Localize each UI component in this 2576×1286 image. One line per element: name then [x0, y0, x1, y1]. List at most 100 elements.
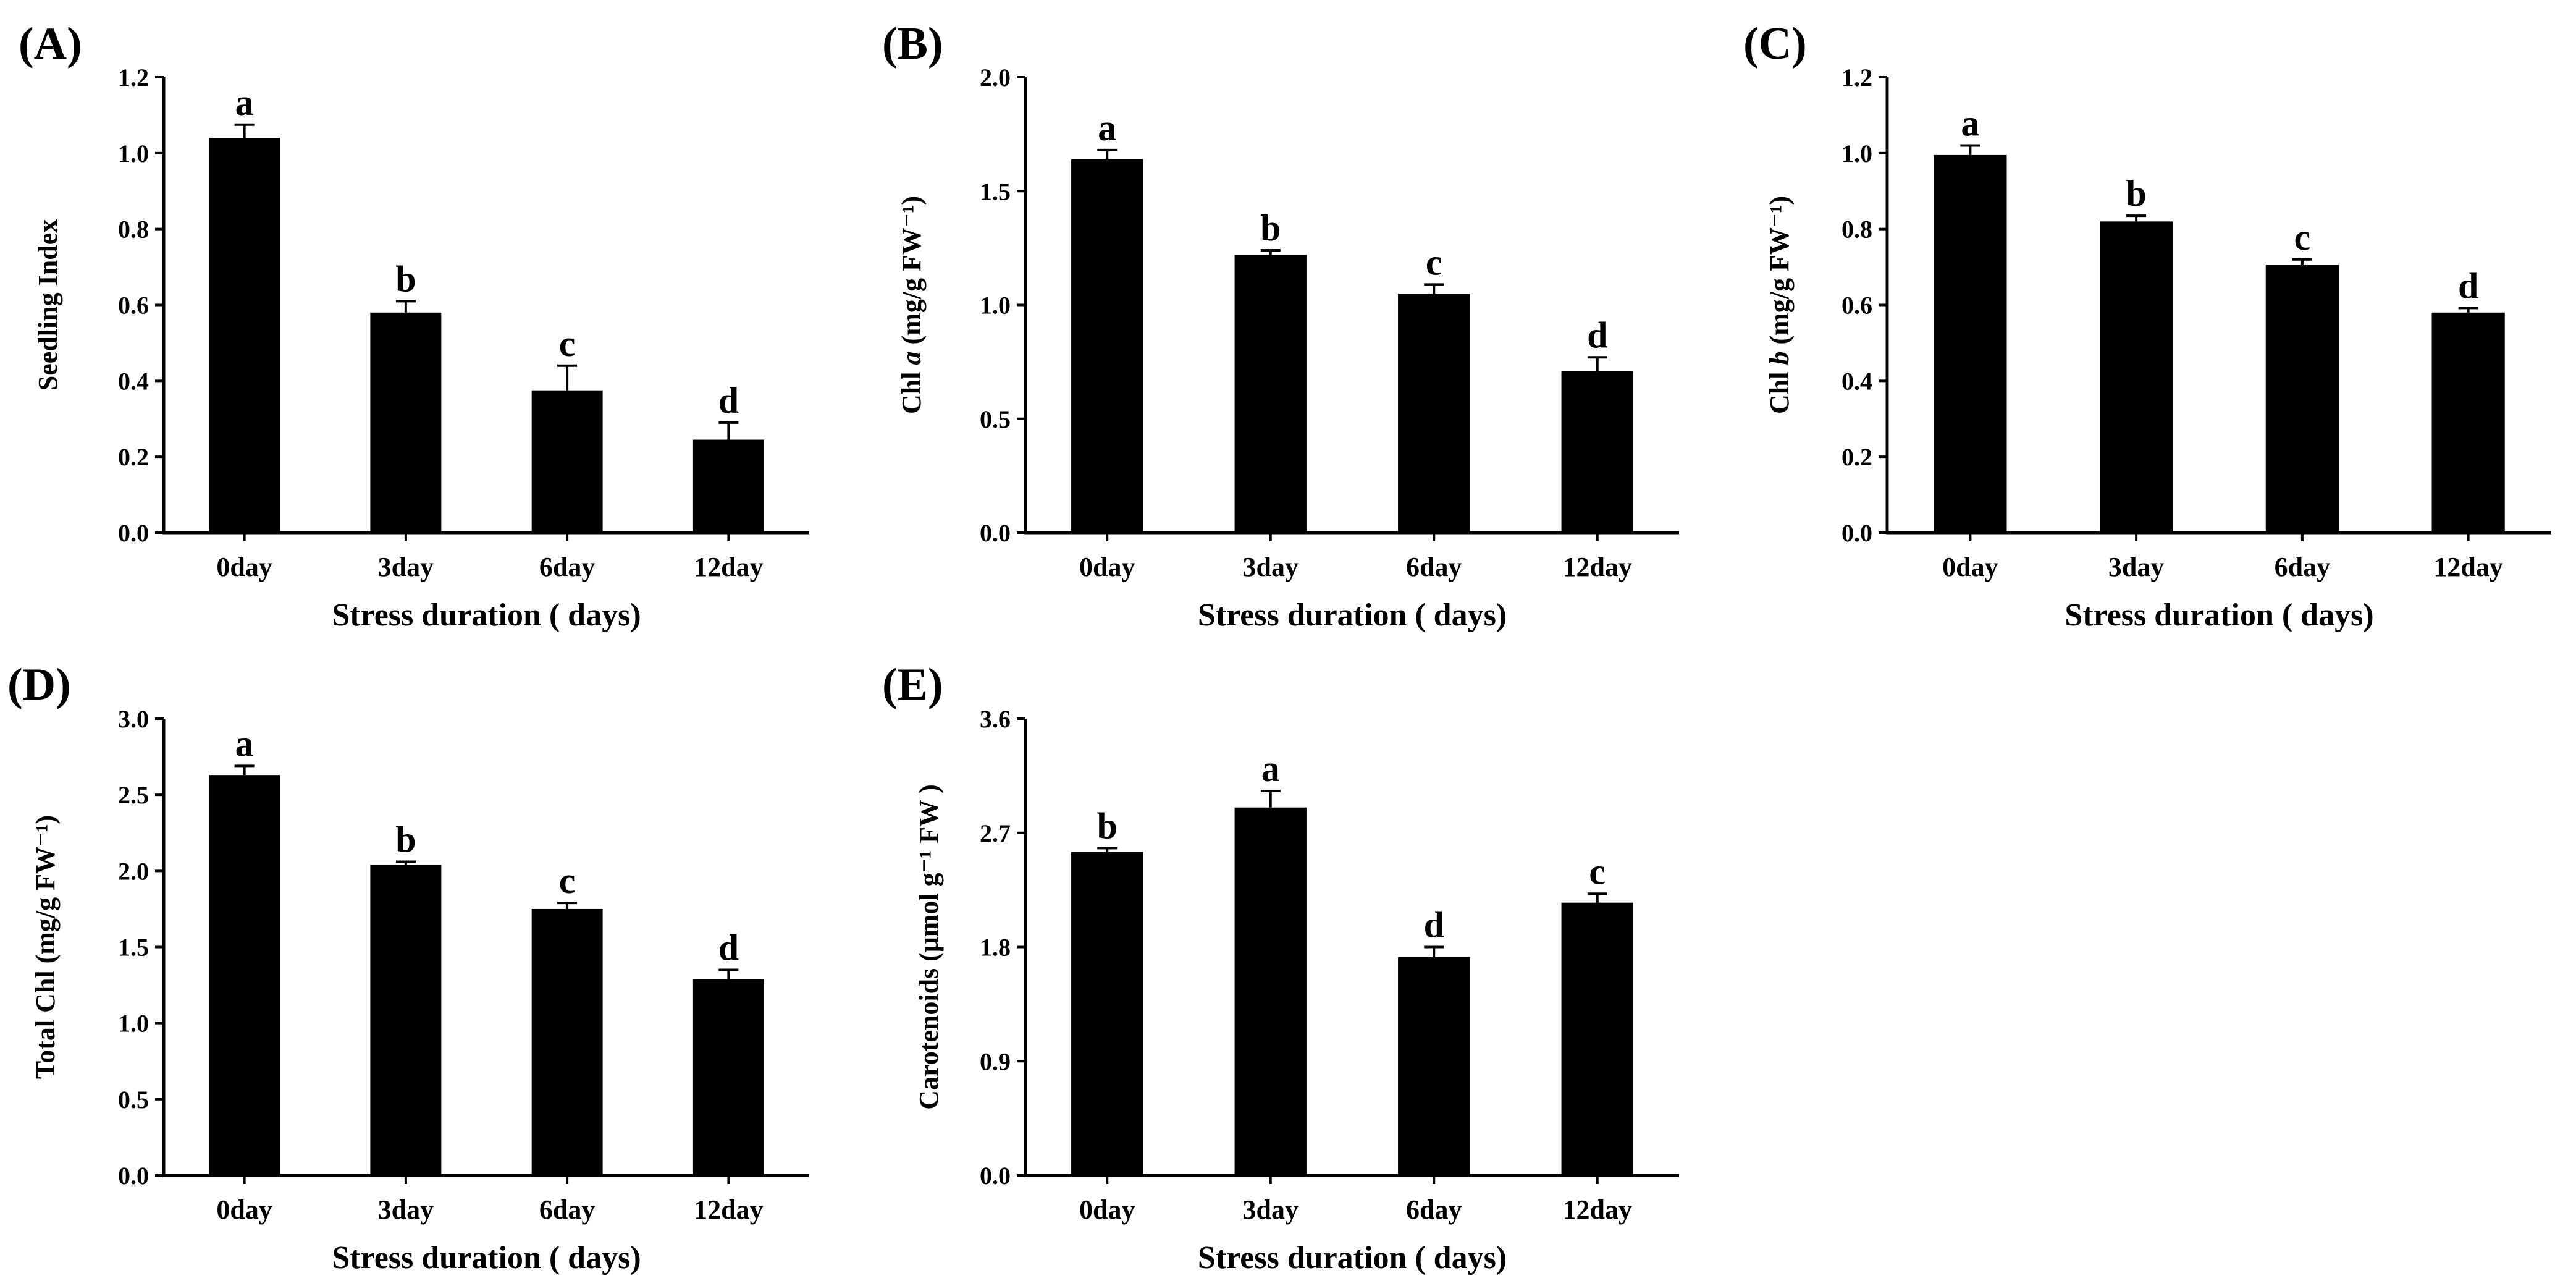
y-tick-label: 1.5: [118, 934, 149, 962]
bar-3day: [370, 312, 442, 533]
y-tick-label: 0.8: [1842, 216, 1872, 243]
panel-label: (B): [882, 19, 943, 69]
x-axis-label: Stress duration ( days): [332, 598, 641, 633]
significance-label: a: [235, 723, 254, 764]
x-tick-label: 3day: [2108, 552, 2164, 582]
y-tick-label: 3.0: [118, 705, 149, 733]
y-axis-label: Total Chl (mg/g FW⁻¹): [30, 815, 61, 1079]
y-tick-label: 0.2: [1842, 443, 1872, 471]
significance-label: a: [235, 82, 254, 123]
significance-label: b: [2126, 173, 2146, 214]
x-tick-label: 6day: [539, 1195, 595, 1225]
bar-12day: [1561, 371, 1633, 533]
significance-label: d: [1587, 315, 1607, 355]
y-axis-label: Chl b (mg/g FW⁻¹): [1764, 196, 1795, 414]
y-tick-label: 0.5: [118, 1086, 149, 1114]
bar-3day: [1234, 255, 1307, 533]
significance-label: b: [1097, 805, 1118, 846]
x-tick-label: 0day: [216, 1195, 272, 1225]
y-tick-label: 1.0: [118, 140, 149, 167]
x-tick-label: 6day: [1406, 1195, 1462, 1225]
x-tick-label: 6day: [539, 552, 595, 582]
x-tick-label: 12day: [694, 552, 763, 582]
y-axis-label: Carotenoids (μmol g⁻¹ FW ): [914, 784, 944, 1110]
bar-3day: [2100, 221, 2173, 533]
significance-label: d: [718, 380, 739, 421]
significance-label: b: [395, 258, 416, 299]
y-tick-label: 1.2: [118, 64, 149, 91]
x-tick-label: 0day: [1079, 552, 1135, 582]
x-tick-label: 0day: [1942, 552, 1998, 582]
y-tick-label: 1.5: [980, 177, 1011, 205]
y-tick-label: 3.6: [980, 705, 1011, 733]
bar-3day: [370, 865, 442, 1175]
y-tick-label: 1.0: [980, 292, 1011, 319]
chart-panel-d: (D) 0.0 0.5 1.0 1.5 2.0 2.5 3.0 a 0day b 3day c 6day d…: [7, 659, 809, 1275]
significance-label: c: [1589, 851, 1606, 892]
y-axis-label: Seedling Index: [33, 219, 63, 391]
y-tick-label: 0.8: [118, 216, 149, 243]
panel-label: (D): [7, 659, 71, 710]
y-axis-label-part: Chl: [896, 365, 927, 414]
y-tick-label: 1.0: [118, 1010, 149, 1038]
y-tick-label: 0.0: [118, 1162, 149, 1190]
bar-0day: [1934, 154, 2007, 533]
y-tick-label: 1.8: [980, 934, 1011, 962]
significance-label: c: [1426, 242, 1442, 282]
x-tick-label: 12day: [1563, 552, 1632, 582]
significance-label: b: [1260, 208, 1281, 248]
x-tick-label: 3day: [378, 552, 434, 582]
significance-label: d: [1424, 905, 1444, 945]
x-tick-label: 6day: [2275, 552, 2330, 582]
x-tick-label: 3day: [1243, 1195, 1299, 1225]
y-tick-label: 0.9: [980, 1047, 1011, 1075]
y-tick-label: 2.7: [980, 819, 1011, 847]
y-tick-label: 0.0: [980, 519, 1011, 547]
y-tick-label: 0.0: [1842, 519, 1872, 547]
y-tick-label: 2.0: [118, 857, 149, 885]
significance-label: a: [1261, 748, 1280, 789]
significance-label: c: [2294, 217, 2311, 258]
bar-0day: [1071, 852, 1143, 1175]
bar-0day: [1071, 159, 1143, 533]
significance-label: a: [1961, 103, 1979, 144]
panel-label: (C): [1743, 19, 1807, 69]
panel-label: (A): [19, 19, 82, 69]
x-tick-label: 6day: [1406, 552, 1462, 582]
x-tick-label: 12day: [1563, 1195, 1632, 1225]
bar-6day: [1398, 957, 1470, 1175]
y-tick-label: 1.0: [1842, 140, 1872, 167]
significance-label: b: [395, 819, 416, 860]
bar-0day: [209, 775, 280, 1175]
y-tick-label: 0.5: [980, 405, 1011, 433]
y-tick-label: 0.2: [118, 443, 149, 471]
x-tick-label: 3day: [378, 1195, 434, 1225]
y-axis-label-part: (mg/g FW⁻¹): [1764, 196, 1795, 351]
x-axis-label: Stress duration ( days): [1198, 598, 1507, 633]
bar-12day: [2431, 312, 2505, 533]
x-axis-label: Stress duration ( days): [2065, 598, 2373, 633]
significance-label: c: [559, 860, 576, 901]
x-tick-label: 12day: [694, 1195, 763, 1225]
y-tick-label: 2.5: [118, 781, 149, 809]
bar-12day: [692, 439, 764, 533]
x-axis-label: Stress duration ( days): [1198, 1240, 1507, 1275]
y-tick-label: 0.6: [118, 292, 149, 319]
y-tick-label: 1.2: [1842, 64, 1872, 91]
panel-label: (E): [882, 659, 943, 710]
x-tick-label: 12day: [2433, 552, 2502, 582]
chart-panel-c: (C) 0.0 0.2 0.4 0.6 0.8 1.0 1.2 a 0day b 3day c 6day d…: [1743, 19, 2551, 633]
significance-label: c: [559, 323, 576, 364]
x-axis-label: Stress duration ( days): [332, 1240, 641, 1275]
x-tick-label: 0day: [216, 552, 272, 582]
significance-label: d: [718, 927, 739, 968]
y-axis-label-part: (mg/g FW⁻¹): [896, 196, 927, 351]
y-axis-label-part: b: [1764, 352, 1795, 365]
bar-12day: [692, 979, 764, 1175]
bar-12day: [1561, 902, 1633, 1175]
y-tick-label: 0.6: [1842, 292, 1872, 319]
y-axis-label-part: a: [896, 352, 927, 365]
bar-6day: [531, 390, 603, 533]
significance-label: d: [2458, 265, 2478, 306]
bar-3day: [1234, 807, 1307, 1175]
